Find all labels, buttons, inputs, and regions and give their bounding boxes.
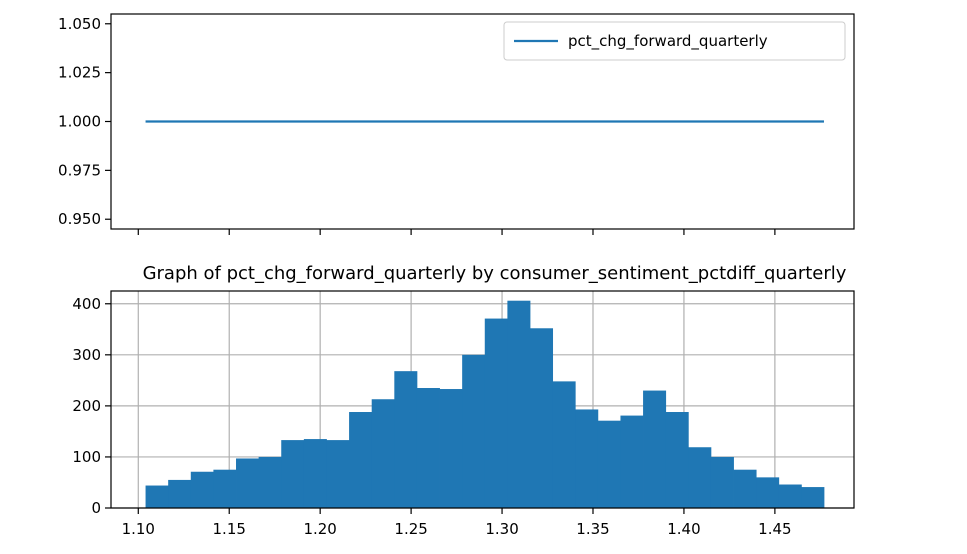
legend-box — [503, 21, 846, 61]
histogram-bar — [552, 381, 576, 508]
histogram-bar — [416, 388, 440, 508]
histogram-bar — [303, 439, 327, 508]
histogram-bar — [462, 354, 486, 508]
bottom-y-tick-label: 0 — [91, 499, 101, 517]
histogram-bar — [281, 440, 305, 508]
bottom-x-tick-label: 1.30 — [485, 520, 518, 538]
legend-label: pct_chg_forward_quarterly — [568, 32, 768, 51]
histogram-bar — [190, 471, 214, 508]
histogram-bar — [258, 456, 282, 508]
histogram-bar — [688, 447, 712, 508]
histogram-bar — [620, 415, 644, 508]
histogram-bar — [349, 412, 373, 508]
bottom-x-axis: 1.10 1.15 1.20 1.25 1.30 1.35 1.40 1.45 — [122, 508, 792, 538]
histogram-bar — [236, 458, 260, 508]
histogram-bar — [326, 440, 350, 508]
histogram-bar — [371, 399, 395, 508]
top-y-tick-label: 1.000 — [58, 113, 101, 131]
legend: pct_chg_forward_quarterly — [503, 21, 846, 61]
histogram-bar — [530, 328, 554, 508]
line-subplot: 0.950 0.975 1.000 1.025 1.050 pct_chg_forwar… — [58, 13, 855, 235]
bottom-x-tick-label: 1.35 — [576, 520, 609, 538]
histogram-bar — [665, 412, 689, 508]
bottom-y-axis: 0 100 200 300 400 — [72, 295, 111, 517]
histogram-bar — [778, 484, 802, 508]
top-plot-frame — [110, 13, 855, 230]
histogram-bar — [733, 469, 757, 508]
bottom-x-tick-label: 1.10 — [122, 520, 155, 538]
histogram-bar — [213, 469, 237, 508]
histogram-bar — [575, 409, 599, 508]
histogram-bar — [801, 487, 825, 508]
histogram-bar — [597, 420, 621, 508]
bottom-y-tick-label: 100 — [72, 448, 101, 466]
histogram-bar — [439, 389, 463, 508]
bottom-x-tick-label: 1.25 — [394, 520, 427, 538]
bottom-x-tick-label: 1.15 — [213, 520, 246, 538]
bottom-x-tick-label: 1.40 — [667, 520, 700, 538]
chart-title: Graph of pct_chg_forward_quarterly by co… — [143, 263, 847, 284]
histogram-bar — [394, 371, 418, 508]
top-y-tick-label: 1.025 — [58, 64, 101, 82]
bottom-x-tick-label: 1.45 — [758, 520, 791, 538]
bottom-x-tick-label: 1.20 — [303, 520, 336, 538]
histogram-bar — [643, 390, 667, 508]
top-y-tick-label: 0.950 — [58, 210, 101, 228]
histogram-bar — [168, 479, 192, 508]
top-y-tick-label: 0.975 — [58, 161, 101, 179]
histogram-bars — [145, 300, 825, 508]
bottom-y-tick-label: 400 — [72, 295, 101, 313]
top-y-axis: 0.950 0.975 1.000 1.025 1.050 — [58, 15, 111, 228]
bottom-y-tick-label: 200 — [72, 397, 101, 415]
histogram-bar — [484, 318, 508, 508]
top-y-tick-label: 1.050 — [58, 15, 101, 33]
histogram-bar — [710, 456, 734, 508]
histogram-bar — [756, 477, 780, 508]
histogram-bar — [507, 300, 531, 508]
histogram-bar — [145, 485, 169, 508]
top-x-axis — [137, 229, 776, 235]
bottom-y-tick-label: 300 — [72, 346, 101, 364]
bottom-plot-frame — [110, 290, 855, 509]
